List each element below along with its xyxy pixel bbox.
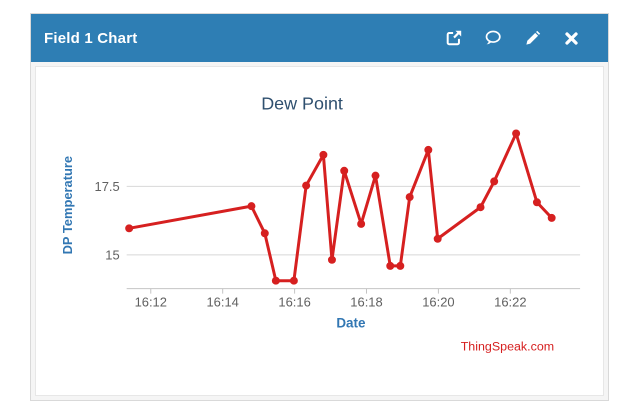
data-point-marker[interactable] — [433, 234, 442, 243]
edit-button[interactable] — [523, 29, 541, 47]
data-point-marker[interactable] — [424, 145, 433, 154]
data-point-marker[interactable] — [125, 224, 134, 233]
thingspeak-watermark-link[interactable]: ThingSpeak.com — [461, 339, 554, 353]
y-axis-title: DP Temperature — [60, 156, 75, 254]
widget-title: Field 1 Chart — [44, 29, 138, 47]
widget-actions — [445, 29, 594, 47]
open-external-button[interactable] — [445, 29, 463, 47]
external-link-icon — [446, 30, 462, 46]
data-point-marker[interactable] — [547, 213, 556, 222]
data-point-marker[interactable] — [405, 193, 414, 202]
data-point-marker[interactable] — [340, 166, 349, 175]
chart-title: Dew Point — [261, 94, 343, 114]
x-tick-label: 16:14 — [206, 295, 238, 310]
data-point-marker[interactable] — [476, 203, 485, 212]
data-point-marker[interactable] — [371, 171, 380, 180]
x-tick-label: 16:12 — [135, 295, 167, 310]
data-point-marker[interactable] — [386, 261, 395, 270]
data-point-marker[interactable] — [396, 261, 405, 270]
widget-header: Field 1 Chart — [31, 14, 608, 62]
data-point-marker[interactable] — [357, 219, 366, 228]
data-point-marker[interactable] — [532, 198, 541, 207]
data-point-marker[interactable] — [271, 276, 280, 285]
y-tick-label: 17.5 — [95, 179, 120, 194]
series-line — [127, 132, 554, 283]
data-point-marker[interactable] — [512, 129, 521, 138]
x-tick-label: 16:22 — [494, 295, 526, 310]
data-point-marker[interactable] — [490, 177, 499, 186]
close-button[interactable] — [562, 29, 580, 47]
x-tick-label: 16:20 — [422, 295, 454, 310]
comment-icon — [485, 30, 501, 45]
widget-body: 15 17.5 16:12 16:14 16:16 16:18 16:20 16:22 Dew … — [31, 62, 608, 400]
pencil-icon — [525, 30, 540, 45]
data-point-marker[interactable] — [247, 202, 256, 211]
y-tick-label: 15 — [105, 247, 119, 262]
data-point-marker[interactable] — [319, 150, 328, 159]
data-point-marker[interactable] — [289, 276, 298, 285]
close-icon — [564, 31, 578, 45]
chart-card: 15 17.5 16:12 16:14 16:16 16:18 16:20 16:22 Dew … — [35, 66, 604, 396]
comment-button[interactable] — [484, 29, 502, 47]
x-tick-label: 16:18 — [350, 295, 382, 310]
x-tick-label: 16:16 — [278, 295, 310, 310]
data-point-marker[interactable] — [327, 255, 336, 264]
data-point-marker[interactable] — [302, 181, 311, 190]
field-chart-widget: Field 1 Chart — [30, 13, 609, 401]
data-point-marker[interactable] — [260, 229, 269, 238]
x-axis-title: Date — [336, 315, 365, 330]
dew-point-chart: 15 17.5 16:12 16:14 16:16 16:18 16:20 16:22 Dew … — [60, 94, 581, 353]
